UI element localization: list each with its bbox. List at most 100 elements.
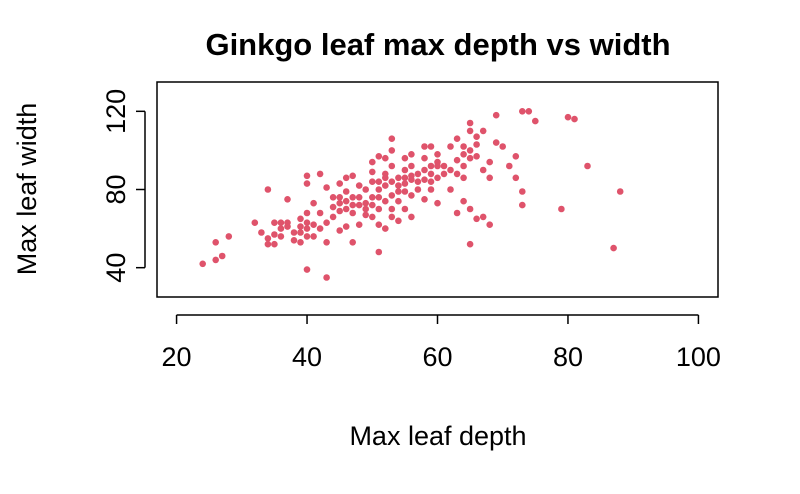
data-point (388, 205, 396, 213)
data-point (290, 237, 298, 244)
data-point (212, 256, 219, 264)
data-point (284, 196, 291, 203)
data-point (375, 205, 383, 213)
data-point (427, 186, 435, 193)
data-point (519, 201, 526, 209)
data-point (310, 221, 317, 228)
data-point (336, 194, 344, 201)
data-point (466, 147, 474, 154)
data-point (218, 252, 226, 260)
data-points (199, 108, 624, 281)
data-point (349, 239, 357, 246)
data-point (401, 205, 409, 213)
data-point (401, 180, 409, 187)
data-point (303, 180, 311, 187)
data-point (519, 188, 526, 195)
data-point (303, 219, 311, 226)
data-point (388, 213, 396, 221)
data-point (571, 115, 578, 123)
data-point (453, 135, 461, 142)
data-point (473, 215, 480, 223)
data-point (271, 240, 278, 248)
data-point (297, 239, 304, 246)
data-point (264, 186, 272, 193)
data-point (277, 219, 285, 226)
data-point (225, 233, 233, 240)
data-point (382, 170, 389, 178)
data-point (408, 213, 415, 221)
data-point (362, 205, 370, 213)
data-point (466, 240, 474, 248)
data-point (427, 162, 435, 170)
data-point (453, 209, 461, 217)
data-point (532, 117, 539, 125)
data-point (401, 174, 409, 182)
data-point (427, 170, 435, 178)
data-point (355, 221, 363, 228)
data-point (486, 158, 494, 166)
data-point (506, 162, 513, 170)
data-point (323, 274, 330, 281)
data-point (479, 166, 487, 174)
data-point (395, 217, 402, 225)
data-point (401, 188, 409, 195)
data-point (375, 178, 383, 185)
data-point (460, 151, 467, 158)
data-point (349, 172, 357, 180)
data-point (329, 203, 337, 211)
data-point (342, 205, 350, 213)
data-point (375, 248, 383, 256)
data-point (336, 180, 344, 187)
data-point (369, 213, 376, 221)
data-point (342, 223, 350, 230)
data-point (336, 227, 344, 234)
data-point (460, 162, 467, 170)
data-point (525, 108, 533, 115)
data-point (303, 266, 311, 273)
x-tick-label: 20 (162, 342, 192, 372)
data-point (434, 151, 441, 158)
data-point (440, 170, 448, 178)
data-point (310, 233, 317, 240)
data-point (323, 219, 330, 226)
data-point (395, 197, 402, 205)
x-tick-label: 100 (676, 342, 721, 372)
data-point (401, 166, 409, 174)
data-point (264, 235, 272, 242)
data-point (473, 141, 480, 148)
data-point (336, 199, 344, 207)
x-tick-label: 80 (553, 342, 583, 372)
data-point (284, 223, 291, 230)
data-point (558, 205, 565, 213)
data-point (408, 162, 415, 170)
data-point (369, 194, 376, 201)
data-point (369, 158, 376, 166)
data-point (466, 119, 474, 127)
data-point (408, 151, 415, 158)
data-point (336, 207, 344, 215)
data-point (362, 211, 370, 219)
data-point (375, 221, 383, 228)
data-point (355, 194, 363, 201)
data-point (251, 219, 259, 226)
data-point (375, 194, 383, 201)
data-point (329, 213, 337, 221)
data-point (342, 197, 350, 205)
data-point (369, 168, 376, 176)
data-point (610, 244, 617, 252)
data-point (564, 113, 572, 121)
data-point (271, 231, 278, 238)
data-point (584, 162, 591, 170)
data-point (316, 209, 324, 217)
data-point (466, 154, 474, 162)
data-point (447, 143, 454, 150)
data-point (421, 166, 428, 174)
data-point (316, 225, 324, 232)
data-point (453, 156, 461, 164)
data-point (492, 111, 500, 119)
data-point (473, 133, 480, 140)
data-point (447, 186, 454, 193)
data-point (395, 182, 402, 189)
data-point (440, 162, 448, 170)
x-axis: 20 40 60 80 100 (162, 314, 721, 372)
